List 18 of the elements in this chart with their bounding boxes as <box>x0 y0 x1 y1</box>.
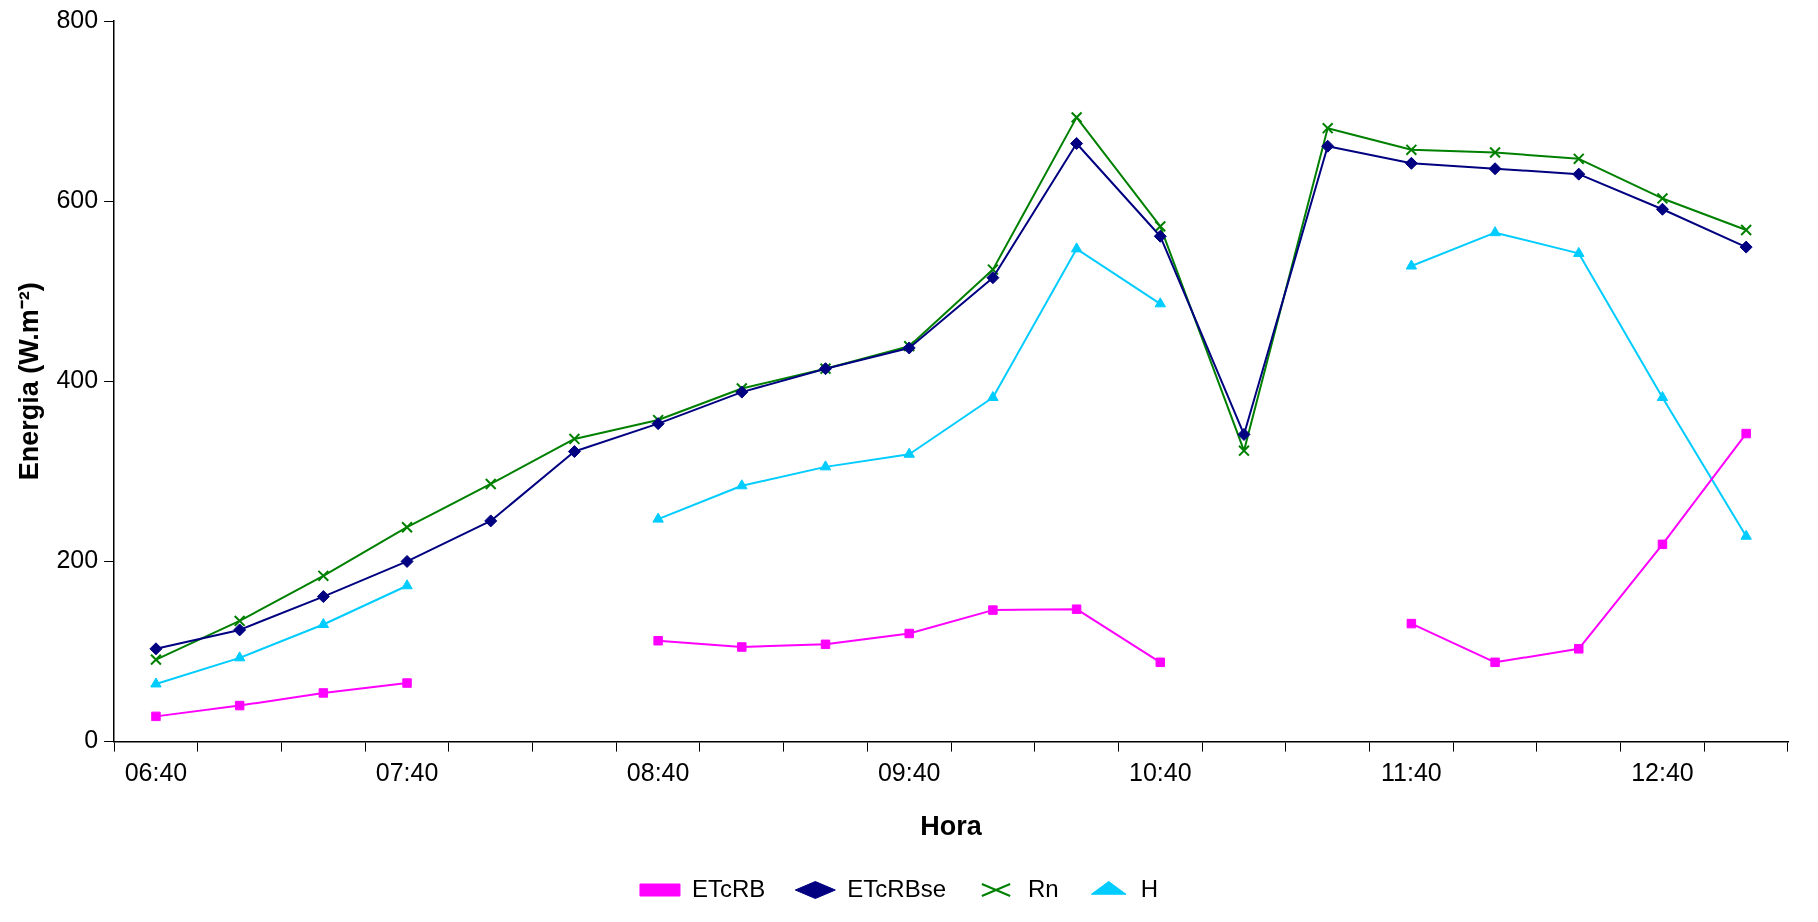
y-tick-label: 800 <box>56 4 99 33</box>
legend-label: H <box>1140 874 1159 902</box>
x-tick-label: 10:40 <box>1129 758 1192 787</box>
x-tick-label: 08:40 <box>626 758 690 787</box>
x-tick-label: 11:40 <box>1381 758 1442 787</box>
x-tick-label: 06:40 <box>124 758 188 787</box>
y-tick-label: 0 <box>84 725 99 754</box>
x-tick-label: 09:40 <box>877 758 941 787</box>
y-axis-title: Energia (W.m⁻²) <box>13 282 44 481</box>
y-tick-label: 400 <box>56 365 99 394</box>
legend-label: ETcRB <box>691 874 766 902</box>
x-tick-label: 07:40 <box>375 758 439 787</box>
y-tick-label: 200 <box>56 545 99 574</box>
legend-label: Rn <box>1028 874 1059 902</box>
x-tick-label: 12:40 <box>1631 758 1694 787</box>
y-tick-label: 600 <box>56 185 99 214</box>
x-axis-title: Hora <box>920 811 983 842</box>
legend-label: ETcRBse <box>847 874 947 902</box>
